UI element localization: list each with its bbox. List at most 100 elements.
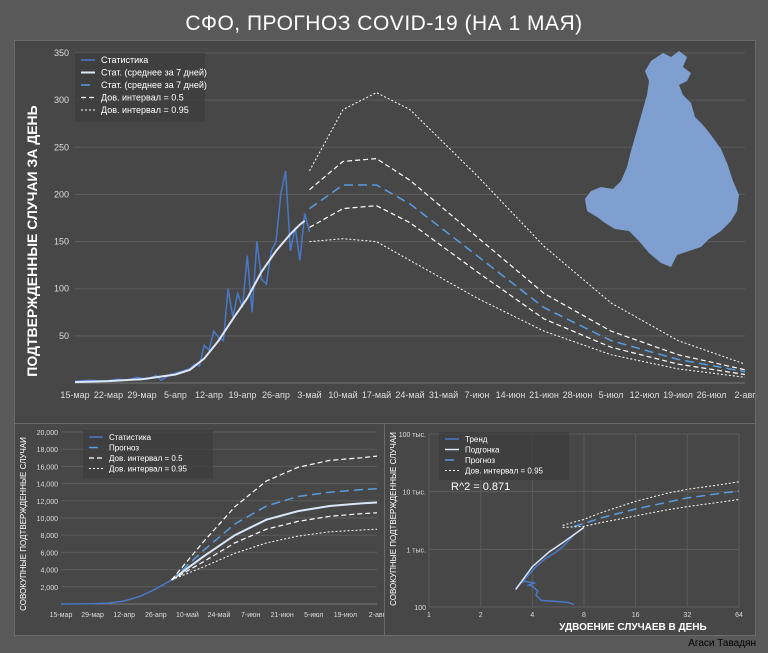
y-tick-label: 6,000 xyxy=(40,550,58,557)
series-line-тренд xyxy=(515,534,575,606)
y-tick-label: 10 тыс. xyxy=(403,490,426,497)
x-tick-label: 10-май xyxy=(176,611,199,619)
x-tick-label: 7-июн xyxy=(241,612,260,619)
x-tick-label: 21-июн xyxy=(529,390,559,400)
series-line-статистика xyxy=(74,170,311,382)
x-tick-label: 2-авг xyxy=(734,390,755,400)
legend-label: Дов. интервал = 0.95 xyxy=(465,467,544,476)
y-axis-label: СОВОКУПНЫЕ ПОДТВЕРЖДЕННЫЕ СЛУЧАИ xyxy=(19,437,28,611)
series-line-дов-интервал-0-95-верх- xyxy=(562,481,740,526)
x-tick-label: 5-апр xyxy=(164,390,187,400)
y-tick-label: 350 xyxy=(54,48,69,58)
legend-box xyxy=(83,430,213,478)
doubling-rate-panel: 100 1 тыс. 10 тыс. 100 тыс. 1 2 4 8 16 32 64 СОВО… xyxy=(384,423,756,636)
series-line-прогноз xyxy=(171,501,378,581)
y-tick-label: 100 тыс. xyxy=(399,432,426,439)
r-squared-annotation: R^2 = 0.871 xyxy=(451,481,510,493)
series-line-прогноз xyxy=(573,490,740,528)
x-tick-label: 12-апр xyxy=(195,390,223,400)
cumulative-cases-chart: 2,000 4,000 6,000 8,000 10,000 12,000 14,000 16… xyxy=(19,430,386,619)
x-tick-label: 12-июл xyxy=(630,390,660,400)
x-tick-label: 10-май xyxy=(328,390,357,400)
x-tick-label: 19-июл xyxy=(663,390,693,400)
x-tick-label: 26-апр xyxy=(145,612,167,619)
x-tick-label: 4 xyxy=(530,612,534,619)
x-tick-label: 29-мар xyxy=(81,612,104,619)
series-line-дов-интервал-0-5-низ- xyxy=(171,512,378,581)
y-axis-label: СОВОКУПНЫЕ ПОДТВЕРЖДЕННЫЕ СЛУЧАИ xyxy=(389,432,398,606)
y-tick-label: 150 xyxy=(54,237,69,247)
x-tick-label: 14-июн xyxy=(496,390,526,400)
y-tick-label: 100 xyxy=(414,605,426,612)
series-line-дов-интервал-0-95-верх- xyxy=(171,455,378,581)
y-tick-label: 100 xyxy=(54,284,69,294)
y-tick-label: 2,000 xyxy=(40,585,58,592)
x-axis-label: УДВОЕНИЕ СЛУЧАЕВ В ДЕНЬ xyxy=(559,622,706,633)
series-line-дов-интервал-0-95-низ- xyxy=(171,528,378,581)
legend-label: Дов. интервал = 0.5 xyxy=(101,93,184,103)
x-tick-label: 3-май xyxy=(297,390,321,400)
y-tick-label: 20,000 xyxy=(37,430,59,437)
x-tick-label: 32 xyxy=(683,612,691,619)
x-tick-label: 21-июн xyxy=(271,612,294,619)
y-tick-label: 18,000 xyxy=(37,447,59,454)
siberia-region-map xyxy=(585,51,739,267)
x-tick-label: 12-апр xyxy=(113,612,135,619)
legend-label: Прогноз xyxy=(465,456,495,465)
x-tick-label: 2-авг xyxy=(369,612,384,619)
page-title: СФО, ПРОГНОЗ COVID-19 (НА 1 МАЯ) xyxy=(185,12,583,35)
series-line-дов-интервал-0-5-верх- xyxy=(309,157,746,371)
x-tick-label: 26-июл xyxy=(697,390,727,400)
series-line-подгонка xyxy=(515,526,585,591)
x-tick-label: 26-апр xyxy=(262,390,290,400)
legend-label: Тренд xyxy=(465,435,488,444)
x-tick-label: 28-июн xyxy=(563,390,593,400)
cumulative-cases-panel: 2,000 4,000 6,000 8,000 10,000 12,000 14,000 16… xyxy=(14,423,386,636)
x-tick-label: 15-мар xyxy=(50,612,73,619)
series-line-дов-интервал-0-95-низ- xyxy=(562,499,740,528)
series-line-дов-интервал-0-5-верх- xyxy=(171,488,378,581)
x-tick-label: 22-мар xyxy=(94,390,123,400)
y-tick-label: 12,000 xyxy=(37,499,59,506)
author-credit: Агаси Тавадян xyxy=(688,638,756,649)
legend-label: Подгонка xyxy=(465,446,500,455)
legend-box xyxy=(75,53,205,122)
series-line-дов-интервал-0-95-низ- xyxy=(309,238,746,378)
legend-label: Дов. интервал = 0.5 xyxy=(109,454,183,463)
legend-label: Прогноз xyxy=(109,444,139,453)
daily-cases-chart: 50 100 150 200 250 300 350 15-мар 22-мар 29-мар 5… xyxy=(24,48,756,400)
x-tick-label: 15-мар xyxy=(60,390,89,400)
x-tick-label: 19-апр xyxy=(229,390,257,400)
y-axis-label: ПОДТВЕРЖДЕННЫЕ СЛУЧАИ ЗА ДЕНЬ xyxy=(24,105,40,376)
x-tick-label: 2 xyxy=(479,612,483,619)
x-tick-label: 17-май xyxy=(362,390,391,400)
x-tick-label: 5-июл xyxy=(599,390,624,400)
series-line-статистика xyxy=(60,579,172,605)
y-tick-label: 1 тыс. xyxy=(406,547,426,554)
x-tick-label: 31-май xyxy=(429,390,458,400)
x-tick-label: 24-май xyxy=(208,611,231,619)
y-tick-label: 8,000 xyxy=(40,533,58,540)
legend-label: Стат. (среднее за 7 дней) xyxy=(101,80,207,90)
legend-label: Дов. интервал = 0.95 xyxy=(101,105,189,115)
y-tick-label: 10,000 xyxy=(37,516,59,523)
x-tick-label: 19-июл xyxy=(334,612,357,619)
x-tick-label: 7-июн xyxy=(465,390,490,400)
x-tick-label: 29-мар xyxy=(127,390,156,400)
legend-box xyxy=(439,432,569,480)
doubling-rate-chart: 100 1 тыс. 10 тыс. 100 тыс. 1 2 4 8 16 32 64 СОВО… xyxy=(389,432,743,633)
y-tick-label: 16,000 xyxy=(37,464,59,471)
x-tick-label: 5-июл xyxy=(304,612,323,619)
y-tick-label: 250 xyxy=(54,142,69,152)
y-tick-label: 50 xyxy=(59,331,69,341)
x-tick-label: 64 xyxy=(735,612,743,619)
x-tick-label: 1 xyxy=(427,612,431,619)
series-line-прогноз xyxy=(309,184,746,373)
x-tick-label: 24-май xyxy=(395,390,424,400)
y-tick-label: 14,000 xyxy=(37,482,59,489)
series-line-дов-интервал-0-5-низ- xyxy=(309,205,746,376)
legend-label: Статистика xyxy=(101,55,148,65)
legend-label: Статистика xyxy=(109,433,152,442)
daily-cases-panel: 50 100 150 200 250 300 350 15-мар 22-мар 29-мар 5… xyxy=(14,40,756,424)
series-line-стат-среднее-за-7-дней- xyxy=(74,220,306,384)
